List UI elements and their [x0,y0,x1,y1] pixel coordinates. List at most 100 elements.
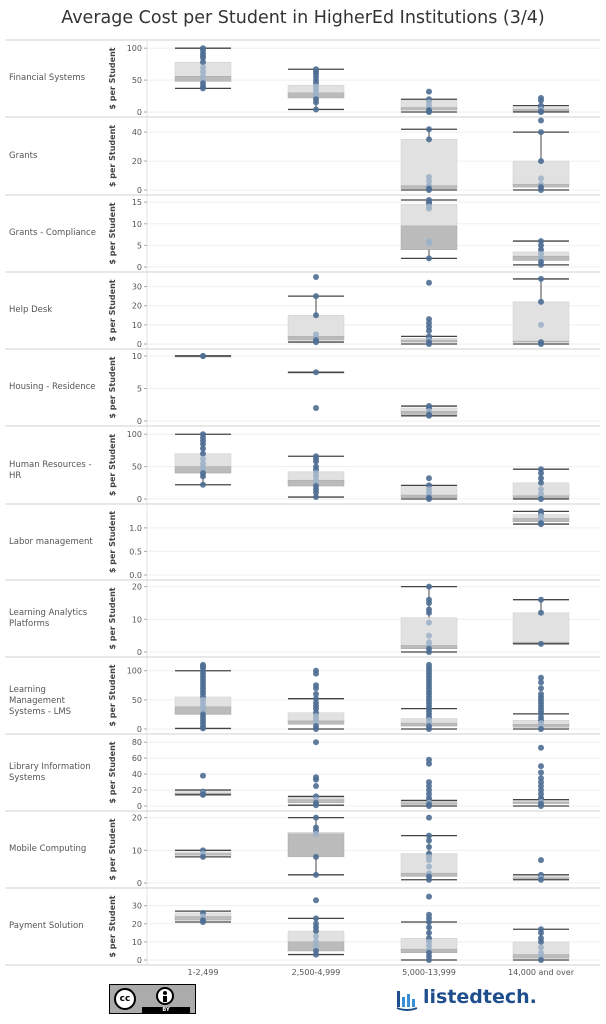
y-tick-label: 10 [132,615,142,624]
y-tick-label: 10 [132,938,142,947]
data-point [538,251,544,258]
y-axis-title: $ per Student [108,818,117,880]
data-point [538,129,544,136]
data-point [426,599,432,606]
cc-icon: cc [114,988,136,1010]
data-point [426,760,432,767]
y-tick-label: 0 [137,108,142,117]
data-point [538,596,544,603]
y-tick-label: 0.5 [129,547,142,556]
y-axis-title: $ per Student [108,202,117,264]
data-point [538,803,544,809]
data-point [313,293,319,300]
chart-title: Average Cost per Student in HigherEd Ins… [61,8,545,28]
data-point [538,679,544,686]
data-point [200,853,206,860]
data-point [426,205,432,212]
y-tick-label: 5 [137,384,142,393]
data-point [200,445,206,452]
y-axis-title: $ per Student [108,125,117,187]
data-point [313,739,319,746]
y-axis-title: $ per Student [108,279,117,341]
bar-chart-icon [396,991,418,1011]
brand-name: listedtech. [423,986,537,1008]
data-point [200,791,206,798]
y-tick-label: 50 [132,76,142,85]
category-label: Learning Analytics Platforms [9,607,88,629]
y-tick-label: 80 [132,738,142,747]
data-point [538,929,544,936]
y-tick-label: 100 [127,667,142,676]
y-tick-label: 5 [137,241,142,250]
y-tick-label: 0 [137,648,142,657]
data-point [200,481,206,488]
data-point [426,857,432,864]
data-point [200,440,206,447]
category-label: Grants - Compliance [9,228,96,238]
by-label: BY [142,1007,190,1013]
data-point [200,772,206,779]
y-tick-label: 15 [132,198,142,207]
y-tick-label: 0 [137,263,142,272]
category-label: Mobile Computing [9,844,87,854]
data-point [538,640,544,647]
y-tick-label: 20 [132,786,142,795]
data-point [313,339,319,346]
data-point [538,275,544,282]
y-axis-title: $ per Student [108,587,117,649]
category-label: Labor management [9,536,93,547]
data-point [426,583,432,590]
y-tick-label: 30 [132,902,142,911]
data-point [313,928,319,935]
data-point [538,261,544,268]
data-point [426,496,432,502]
category-label: Learning Management Systems - LMS [9,684,72,717]
data-point [313,814,319,821]
y-tick-label: 20 [132,157,142,166]
data-point [426,918,432,925]
data-point [538,158,544,165]
y-tick-label: 10 [132,846,142,855]
data-point [538,109,544,115]
data-point [538,187,544,193]
y-tick-label: 100 [127,430,142,439]
data-point [538,609,544,616]
data-point [538,321,544,328]
data-point [426,863,432,870]
data-point [538,957,544,963]
data-point [538,238,544,245]
x-tick-label: 2,500-4,999 [291,968,341,977]
data-point [538,674,544,681]
data-point [426,327,432,334]
data-point [313,685,319,692]
y-axis-title: $ per Student [108,434,117,496]
data-point [426,649,432,655]
data-point [538,470,544,477]
data-point [426,929,432,936]
data-point [538,341,544,347]
data-point [426,341,432,347]
y-tick-label: 10 [132,220,142,229]
data-point [313,670,319,677]
data-point [426,126,432,133]
y-tick-label: 100 [127,44,142,53]
data-point [426,240,432,247]
box-lower [287,833,345,858]
y-tick-label: 40 [132,128,142,137]
data-point [200,54,206,61]
data-point [538,175,544,182]
data-point [538,486,544,493]
box-upper [512,301,570,342]
data-point [313,776,319,783]
cc-by-license-badge[interactable]: cc BY [109,984,196,1014]
category-label: Help Desk [9,305,53,315]
data-point [426,924,432,931]
y-tick-label: 0 [137,725,142,734]
data-point [538,857,544,864]
y-axis-title: $ per Student [108,664,117,726]
data-point [426,803,432,809]
y-axis-title: $ per Student [108,741,117,803]
data-point [200,64,206,71]
y-axis-title: $ per Student [108,895,117,957]
category-label: Payment Solution [9,921,84,931]
